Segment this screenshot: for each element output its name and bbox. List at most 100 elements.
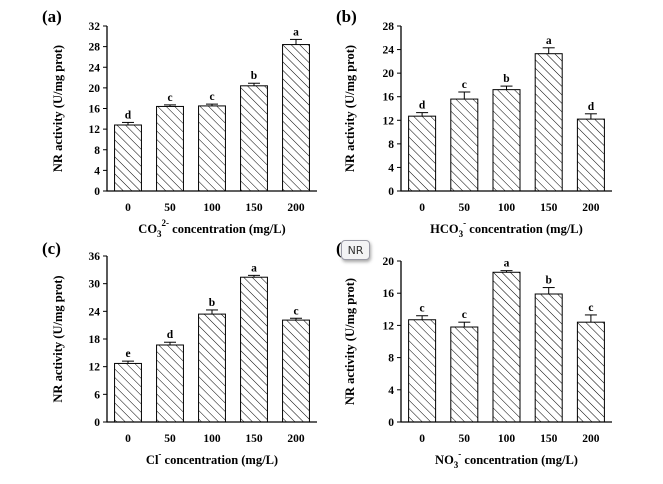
x-tick-label: 150 <box>245 202 263 214</box>
bar <box>576 118 605 192</box>
bar <box>450 326 479 423</box>
bar <box>156 105 184 192</box>
y-tick-label: 16 <box>89 104 101 116</box>
x-axis-ion: Cl <box>146 453 159 467</box>
significance-letter: c <box>462 309 467 321</box>
bar <box>408 115 437 192</box>
bar <box>198 313 226 423</box>
panel-label: (c) <box>42 239 61 258</box>
x-axis-unit: concentration (mg/L) <box>169 222 286 236</box>
x-axis-subscript: 3 <box>157 229 162 239</box>
x-tick-label: 50 <box>164 433 176 445</box>
chart-panel-2: (b) d 0 c 50 b 100 a 150 d 200 0 4 8 12 16 20 24 28 NR acti… <box>336 7 612 239</box>
significance-letter: d <box>167 329 174 341</box>
significance-letter: c <box>293 305 298 317</box>
significance-letter: b <box>251 70 257 82</box>
x-axis-subscript: 3 <box>459 229 464 239</box>
y-axis-title: NR activity (U/mg prot) <box>343 45 357 172</box>
significance-letter: c <box>209 91 214 103</box>
x-axis-superscript: - <box>458 449 461 459</box>
x-tick-label: 100 <box>203 202 221 214</box>
y-tick-label: 8 <box>388 353 394 365</box>
y-tick-label: 0 <box>388 186 394 198</box>
bar <box>114 124 142 192</box>
x-tick-label: 100 <box>498 433 516 445</box>
bar <box>534 53 563 192</box>
significance-letter: c <box>420 303 425 315</box>
y-tick-label: 28 <box>89 42 101 54</box>
y-tick-label: 12 <box>89 362 101 374</box>
significance-letter: b <box>545 275 551 287</box>
bar <box>576 321 605 423</box>
x-tick-label: 100 <box>203 433 221 445</box>
x-tick-label: 50 <box>459 433 471 445</box>
bar <box>492 89 521 192</box>
significance-letter: e <box>125 348 130 360</box>
x-axis-title: HCO3- concentration (mg/L) <box>430 218 583 239</box>
significance-letter: a <box>293 26 299 38</box>
y-tick-label: 20 <box>383 68 395 80</box>
bar <box>534 293 563 423</box>
x-tick-label: 150 <box>245 433 263 445</box>
x-axis-title: Cl- concentration (mg/L) <box>146 449 278 467</box>
y-tick-label: 0 <box>388 417 394 429</box>
chart-panel-1: (a) d 0 c 50 c 100 b 150 a 200 0 4 8 12 16 20 24 28 32 NR ac… <box>42 7 317 239</box>
y-tick-label: 20 <box>383 256 395 268</box>
bar <box>492 271 521 423</box>
y-tick-label: 24 <box>89 62 101 74</box>
significance-letter: c <box>167 92 172 104</box>
bar <box>408 319 437 423</box>
y-tick-label: 30 <box>89 279 101 291</box>
x-axis-superscript: - <box>463 218 466 228</box>
bar <box>282 44 310 192</box>
significance-letter: c <box>462 79 467 91</box>
y-tick-label: 12 <box>383 320 395 332</box>
x-tick-label: 0 <box>125 202 131 214</box>
y-tick-label: 8 <box>388 139 394 151</box>
x-tick-label: 0 <box>125 433 131 445</box>
x-axis-ion: HCO <box>430 222 459 236</box>
x-tick-label: 150 <box>540 433 558 445</box>
nr-tooltip: NR <box>341 240 370 260</box>
y-tick-label: 4 <box>388 162 394 174</box>
bar <box>198 105 226 192</box>
significance-letter: c <box>588 302 593 314</box>
bar <box>240 276 268 423</box>
y-tick-label: 24 <box>89 306 101 318</box>
y-tick-label: 32 <box>89 21 101 33</box>
y-axis-title: NR activity (U/mg prot) <box>51 45 65 172</box>
bar <box>282 319 310 423</box>
y-tick-label: 4 <box>94 165 100 177</box>
x-axis-unit: concentration (mg/L) <box>466 222 583 236</box>
bar <box>114 362 142 423</box>
x-tick-label: 200 <box>287 202 305 214</box>
significance-letter: a <box>504 258 510 270</box>
panel-label: (b) <box>336 7 357 26</box>
significance-letter: d <box>125 109 132 121</box>
y-tick-label: 20 <box>89 83 101 95</box>
x-tick-label: 200 <box>582 202 600 214</box>
bar <box>240 85 268 192</box>
x-axis-ion: CO <box>138 222 157 236</box>
x-tick-label: 50 <box>164 202 176 214</box>
x-axis-superscript: - <box>158 449 161 459</box>
panel-label: (a) <box>42 7 62 26</box>
y-tick-label: 16 <box>383 92 395 104</box>
y-tick-label: 4 <box>388 385 394 397</box>
x-axis-title: NO3- concentration (mg/L) <box>435 449 578 470</box>
significance-letter: b <box>503 73 509 85</box>
x-tick-label: 200 <box>287 433 305 445</box>
y-tick-label: 6 <box>94 389 100 401</box>
x-tick-label: 0 <box>419 202 425 214</box>
significance-letter: d <box>588 101 595 113</box>
bar <box>450 98 479 192</box>
significance-letter: a <box>546 35 552 47</box>
x-axis-unit: concentration (mg/L) <box>161 453 278 467</box>
x-tick-label: 0 <box>419 433 425 445</box>
y-tick-label: 8 <box>94 145 100 157</box>
x-tick-label: 100 <box>498 202 516 214</box>
y-tick-label: 0 <box>94 186 100 198</box>
y-tick-label: 16 <box>383 288 395 300</box>
